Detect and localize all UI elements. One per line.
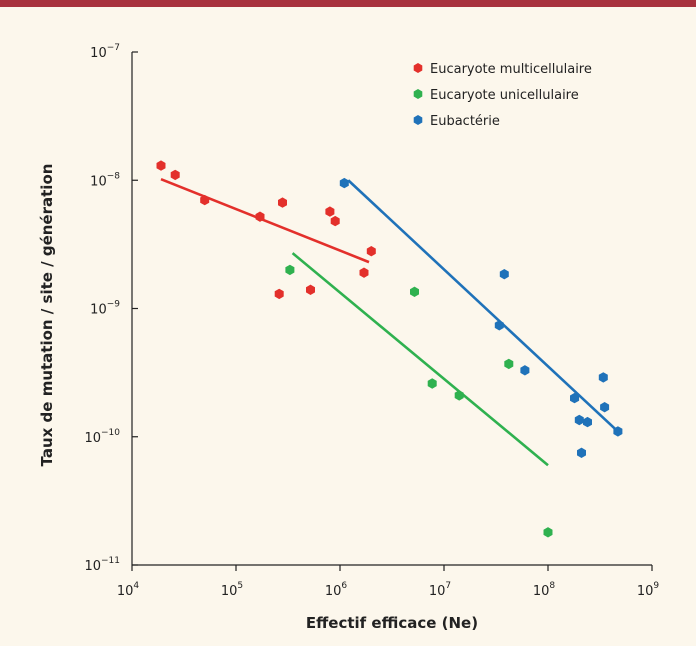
legend: Eucaryote multicellulaire Eucaryote unice… (413, 62, 592, 129)
x-tick-label: 109 (637, 581, 660, 599)
data-point-multicellular (278, 197, 287, 208)
legend-label: Eucaryote multicellulaire (430, 62, 592, 77)
legend-marker (413, 63, 423, 73)
y-tick-label: 10−8 (90, 171, 120, 189)
data-point-eubacteria (613, 426, 623, 437)
y-tick-label: 10−11 (84, 556, 120, 574)
legend-label: Eucaryote unicellulaire (430, 88, 579, 103)
data-point-multicellular (170, 169, 180, 181)
data-point-multicellular (330, 215, 340, 227)
regression-lines (160, 177, 622, 467)
data-point-eubacteria (600, 402, 610, 413)
top-accent-bar (0, 0, 696, 7)
x-tick-label: 104 (117, 581, 140, 599)
axes: 104 105 106 107 108 109 10−7 10−8 10−9 10−10 10−11 (84, 43, 659, 599)
y-tick-label: 10−10 (84, 428, 120, 446)
data-point-unicellular (410, 286, 419, 297)
x-tick-label: 108 (533, 581, 556, 599)
x-axis-title: Effectif efficace (Ne) (306, 614, 478, 632)
data-point-unicellular (454, 390, 464, 401)
x-tick-label: 106 (325, 581, 348, 599)
data-point-multicellular (255, 211, 265, 222)
legend-marker (413, 89, 423, 99)
fit-line-multicellular (160, 177, 370, 264)
data-point-eubacteria (577, 447, 586, 458)
fit-line-eubacteria (347, 179, 622, 435)
data-point-eubacteria (494, 320, 504, 331)
x-tick-label: 105 (221, 581, 243, 599)
data-point-eubacteria (570, 392, 580, 404)
data-point-multicellular (359, 267, 369, 278)
data-point-multicellular (156, 160, 166, 171)
data-point-multicellular (325, 206, 335, 217)
data-point-eubacteria (499, 269, 509, 280)
data-points (156, 160, 623, 538)
legend-label: Eubactérie (430, 114, 500, 129)
data-point-eubacteria (598, 372, 608, 383)
data-point-unicellular (285, 264, 295, 276)
data-point-eubacteria (520, 365, 530, 376)
legend-marker (413, 115, 423, 125)
data-point-multicellular (306, 284, 315, 295)
chart-panel (0, 7, 696, 646)
x-tick-label: 107 (429, 581, 451, 599)
data-point-eubacteria (583, 416, 592, 428)
y-tick-label: 10−7 (90, 43, 120, 61)
data-point-unicellular (543, 527, 553, 538)
data-point-eubacteria (574, 414, 584, 426)
fit-line-unicellular (291, 252, 549, 467)
y-tick-label: 10−9 (90, 300, 120, 318)
data-point-eubacteria (339, 177, 349, 189)
data-point-unicellular (504, 358, 514, 370)
data-point-multicellular (366, 246, 376, 257)
data-point-multicellular (200, 194, 210, 206)
y-axis-title: Taux de mutation / site / génération (38, 164, 56, 467)
data-point-multicellular (274, 288, 284, 300)
data-point-unicellular (427, 378, 437, 389)
